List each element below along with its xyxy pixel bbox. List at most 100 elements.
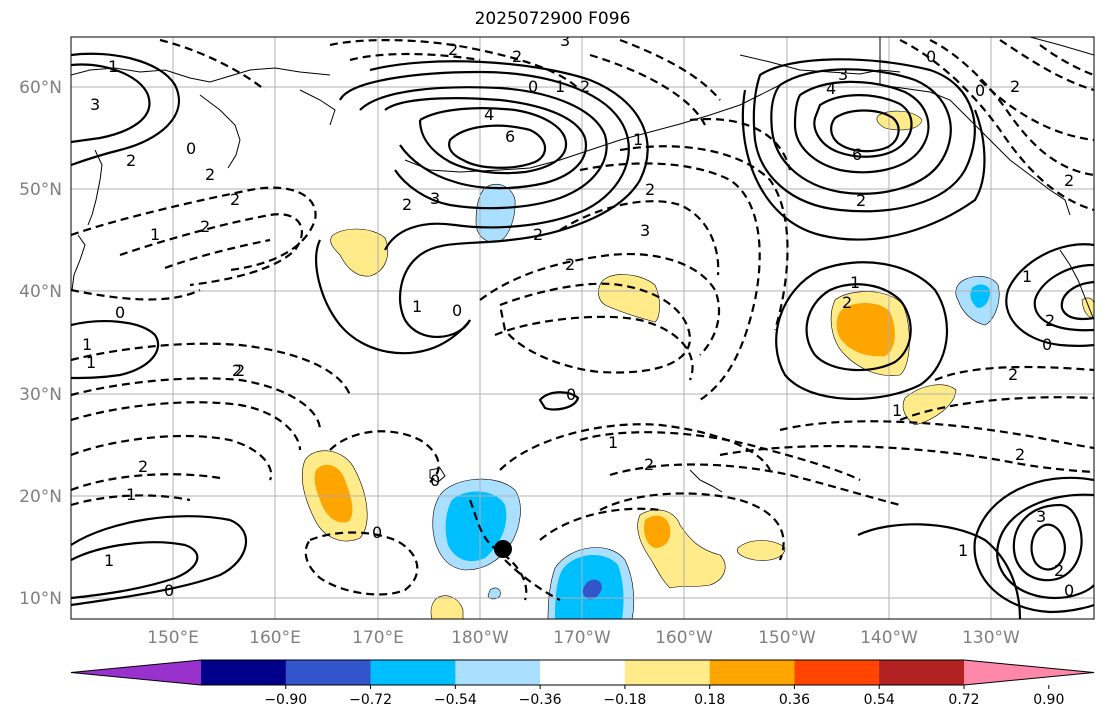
colorbar-tick-label: −0.72 [349, 692, 392, 708]
colorbar-segment [624, 660, 711, 685]
colorbar-tick-label: −0.36 [519, 692, 562, 708]
contour-label: 3 [640, 221, 650, 240]
lat-label: 50°N [19, 180, 62, 200]
positive-anomaly-region [598, 274, 660, 323]
lon-label: 160°W [655, 628, 713, 648]
contour-label: 0 [452, 301, 462, 320]
map-title: 2025072900 F096 [474, 9, 631, 29]
colorbar-tick-label: −0.90 [264, 692, 307, 708]
contour-label: 0 [1064, 581, 1074, 600]
contour-label: 2 [402, 195, 412, 214]
contour-label: 2 [205, 165, 215, 184]
colorbar-segment [709, 660, 795, 685]
storm-position-marker [494, 540, 512, 558]
contour-label: 2 [512, 47, 522, 66]
contour-label: 0 [186, 139, 196, 158]
contour-label: 2 [580, 77, 590, 96]
contour-label: 0 [566, 385, 576, 404]
contour-label: 2 [842, 293, 852, 312]
contour-label: 1 [150, 225, 160, 244]
contour-label: 1 [555, 77, 565, 96]
contour-label: 1 [86, 353, 96, 372]
contour-label: 0 [975, 81, 985, 100]
contour-label: 2 [200, 217, 210, 236]
contour-label: 2 [644, 455, 654, 474]
contour-label: 2 [1064, 171, 1074, 190]
contour-label: 2 [1045, 311, 1055, 330]
contour-label: 1 [412, 297, 422, 316]
colorbar-segment [964, 660, 1094, 685]
contour-label: 1 [608, 433, 618, 452]
contour-label: 1 [958, 541, 968, 560]
contour-label: 1 [104, 551, 114, 570]
contour-label: 0 [115, 303, 125, 322]
lon-label: 130°W [962, 628, 1020, 648]
contour-label: 1 [126, 485, 136, 504]
map-border [70, 36, 1095, 620]
colorbar-tick-label: −0.54 [434, 692, 477, 708]
contour-label: 2 [230, 190, 240, 209]
contour-label: 1 [892, 401, 902, 420]
contour-label: 2 [1015, 445, 1025, 464]
contour-label: 2 [1054, 561, 1064, 580]
lon-label: 170°W [553, 628, 611, 648]
colorbar-tick-label: 0.54 [864, 692, 895, 708]
contour-label: 0 [926, 47, 936, 66]
contour-label: 2 [232, 361, 242, 380]
contour-label: 4 [826, 79, 836, 98]
lat-label: 20°N [19, 487, 62, 507]
negative-anomaly-region [582, 579, 602, 600]
contour-label: 3 [430, 189, 440, 208]
lon-label: 180°W [451, 628, 509, 648]
contour-label: 0 [430, 471, 440, 490]
contour-labels: 1 3 2 0 2 2 1 0 1 2 1 2 2 1 0 1 2 2 3 2 … [82, 31, 1074, 600]
positive-anomaly-region [836, 303, 895, 357]
contour-label: 1 [108, 57, 118, 76]
longitude-labels: 150°E 160°E 170°E 180°W 170°W 160°W 150°… [147, 628, 1020, 648]
colorbar-tick-label: 0.90 [1033, 692, 1064, 708]
colorbar-segment [879, 660, 965, 685]
negative-anomaly-region [445, 491, 507, 562]
contour-label: 1 [1022, 267, 1032, 286]
contour-label: 6 [505, 127, 515, 146]
colorbar-tick-label: 0.18 [694, 692, 725, 708]
colorbar-segment [370, 660, 456, 685]
colorbar-segment [201, 660, 287, 685]
lat-label: 30°N [19, 385, 62, 405]
contour-lines [71, 38, 1094, 619]
contour-label: 0 [372, 523, 382, 542]
colorbar: −0.90 −0.72 −0.54 −0.36 −0.18 0.18 0.36 0.54 0.7… [70, 659, 1095, 708]
contour-label: 2 [565, 255, 575, 274]
contour-label: 2 [1010, 77, 1020, 96]
positive-anomaly-region [430, 595, 464, 619]
positive-anomaly-region [330, 228, 389, 277]
colorbar-segment [794, 660, 880, 685]
colorbar-tick-label: 0.36 [779, 692, 810, 708]
positive-anomaly-region [314, 464, 353, 523]
contour-label: 0 [1042, 335, 1052, 354]
lon-label: 160°E [249, 628, 301, 648]
contour-label: 3 [560, 31, 570, 50]
contour-label: 2 [533, 225, 543, 244]
positive-anomaly-region [737, 540, 786, 561]
contour-label: 4 [484, 105, 494, 124]
contour-label: 0 [164, 581, 174, 600]
lon-label: 170°E [352, 628, 404, 648]
contour-label: 1 [633, 130, 643, 149]
colorbar-segment [285, 660, 372, 685]
contour-label: 1 [82, 335, 92, 354]
positive-anomaly-region [644, 515, 671, 548]
latitude-labels: 60°N 50°N 40°N 30°N 20°N 10°N [19, 78, 62, 609]
contour-label: 2 [235, 361, 245, 380]
contour-label: 0 [528, 77, 538, 96]
contour-label: 6 [852, 145, 862, 164]
contour-label: 3 [90, 95, 100, 114]
contour-label: 3 [1036, 507, 1046, 526]
contour-label: 2 [856, 191, 866, 210]
contour-label: 2 [448, 40, 458, 59]
colorbar-tick-label: 0.72 [948, 692, 979, 708]
lat-label: 40°N [19, 282, 62, 302]
colorbar-outline [70, 659, 1095, 686]
contour-label: 2 [1008, 365, 1018, 384]
